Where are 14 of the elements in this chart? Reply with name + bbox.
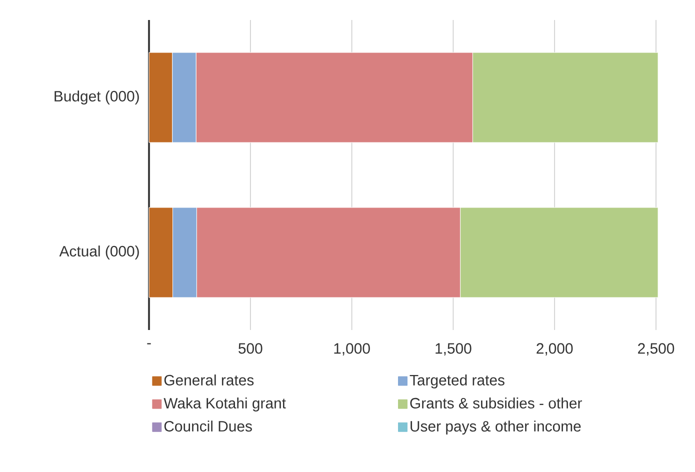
y-tick-label: Budget (000) [54,90,139,104]
legend-label: Grants & subsidies - other [410,398,582,409]
legend-label: User pays & other income [410,420,581,435]
legend-label: Targeted rates [410,374,504,388]
legend-label: General rates [164,374,254,386]
x-tick-label: 2,000 [536,343,573,356]
legend-label: Waka Kotahi grant [164,398,286,412]
legend-label: Council Dues [164,420,252,432]
x-tick-label: - [147,343,151,344]
x-tick-label: 2,500 [638,343,674,356]
x-tick-label: 500 [238,343,262,354]
x-tick-label: 1,500 [436,343,472,356]
y-tick-label: Actual (000) [59,246,139,260]
x-tick-label: 1,000 [334,343,370,356]
